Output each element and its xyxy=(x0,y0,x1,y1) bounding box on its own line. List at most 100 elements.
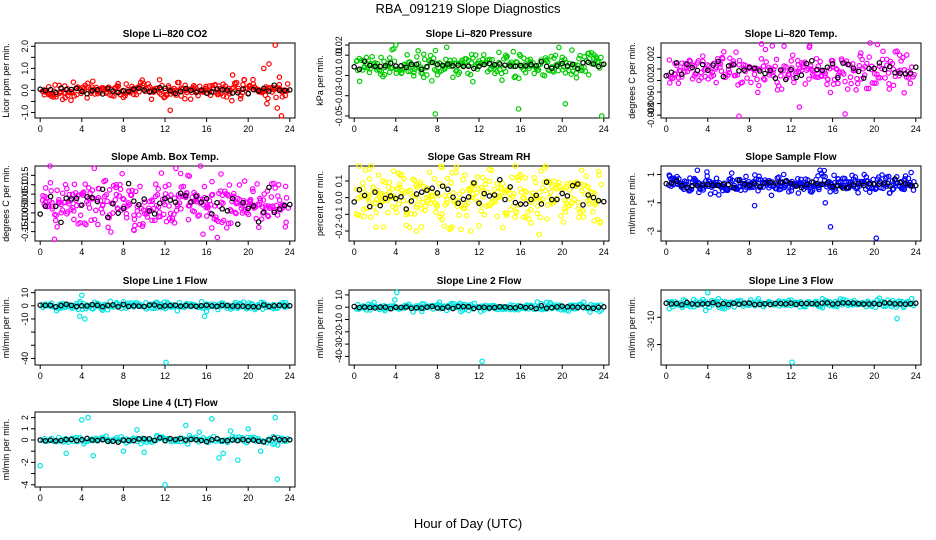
data-point xyxy=(414,54,420,60)
reference-point xyxy=(876,60,883,66)
reference-point xyxy=(668,301,675,307)
data-point-outlier xyxy=(63,450,69,457)
y-tick-label: -10 xyxy=(334,313,344,326)
reference-point xyxy=(84,90,90,97)
data-point-outlier xyxy=(432,111,439,117)
reference-point xyxy=(668,180,675,186)
reference-point xyxy=(886,300,893,306)
data-point xyxy=(158,170,165,176)
data-point xyxy=(465,307,472,314)
reference-point xyxy=(413,191,420,197)
reference-point xyxy=(834,182,841,189)
data-point xyxy=(171,220,178,226)
x-tick-label: 12 xyxy=(160,371,170,381)
reference-point xyxy=(444,186,451,193)
reference-point xyxy=(814,66,820,73)
data-point-outlier xyxy=(120,448,127,454)
y-tick-label: -30 xyxy=(334,338,344,351)
data-point xyxy=(100,201,106,208)
reference-point xyxy=(37,86,44,93)
reference-point xyxy=(600,304,607,310)
reference-point xyxy=(229,303,236,309)
data-point xyxy=(675,74,682,81)
reference-point xyxy=(902,301,909,308)
data-point xyxy=(283,219,289,226)
x-tick-label: 0 xyxy=(664,247,669,257)
reference-point xyxy=(450,63,456,69)
data-point xyxy=(761,76,768,83)
data-point xyxy=(675,80,682,87)
reference-point xyxy=(193,303,200,310)
data-point-outlier xyxy=(264,100,270,107)
y-tick-label: 0.05 xyxy=(20,185,30,203)
reference-point xyxy=(907,183,914,189)
reference-point xyxy=(502,196,508,203)
y-tick-label: -10 xyxy=(20,312,30,325)
data-point-outlier xyxy=(90,452,97,459)
reference-point xyxy=(392,195,399,202)
data-point-outlier xyxy=(162,481,168,488)
data-point xyxy=(687,58,694,65)
data-point-outlier xyxy=(85,414,91,421)
data-point xyxy=(106,187,113,193)
reference-point xyxy=(814,301,820,307)
data-point xyxy=(837,296,844,302)
data-point xyxy=(136,212,142,218)
data-point xyxy=(510,193,516,200)
data-point xyxy=(768,192,775,199)
reference-point xyxy=(886,63,893,70)
data-point xyxy=(406,224,413,231)
reference-point xyxy=(725,63,732,69)
data-point xyxy=(95,221,101,228)
reference-point xyxy=(517,201,524,207)
reference-point xyxy=(47,86,54,93)
data-point xyxy=(558,213,565,219)
data-point xyxy=(574,62,581,69)
data-point xyxy=(474,173,481,180)
reference-point xyxy=(788,180,794,186)
reference-point xyxy=(486,193,493,199)
reference-point xyxy=(876,181,883,187)
data-point xyxy=(744,75,750,81)
data-point xyxy=(472,52,479,58)
reference-point xyxy=(434,190,441,196)
data-point xyxy=(795,190,802,196)
data-point xyxy=(411,177,418,183)
data-point xyxy=(561,205,568,212)
reference-point xyxy=(58,219,64,226)
data-point xyxy=(89,78,96,85)
y-axis-label: ml/min per min. xyxy=(1,419,11,481)
reference-point xyxy=(444,304,451,310)
data-point-outlier xyxy=(702,307,709,314)
reference-point xyxy=(177,88,184,95)
reference-point xyxy=(245,90,252,97)
data-point xyxy=(683,179,690,185)
data-point xyxy=(415,47,421,54)
reference-point xyxy=(73,303,80,310)
x-tick-label: 12 xyxy=(786,371,796,381)
data-point xyxy=(230,190,237,197)
reference-point xyxy=(860,75,867,81)
data-point xyxy=(739,79,746,86)
data-point xyxy=(150,205,157,212)
y-tick-label: -3 xyxy=(646,227,656,235)
y-tick-label: 0.02 xyxy=(334,36,344,54)
reference-point xyxy=(673,60,680,66)
reference-point xyxy=(94,437,101,444)
x-tick-label: 16 xyxy=(202,371,212,381)
data-point xyxy=(233,79,240,86)
reference-point xyxy=(496,303,503,310)
data-point xyxy=(112,196,119,203)
data-point xyxy=(450,74,456,81)
data-point xyxy=(375,172,382,179)
reference-point xyxy=(470,180,477,186)
data-point xyxy=(50,94,56,100)
reference-point xyxy=(125,180,132,187)
reference-point xyxy=(382,304,389,310)
data-point xyxy=(488,167,495,174)
data-point xyxy=(547,189,554,196)
data-point xyxy=(762,46,769,53)
y-tick-label: -30 xyxy=(646,338,656,351)
data-point xyxy=(841,175,848,182)
reference-point xyxy=(590,194,597,201)
